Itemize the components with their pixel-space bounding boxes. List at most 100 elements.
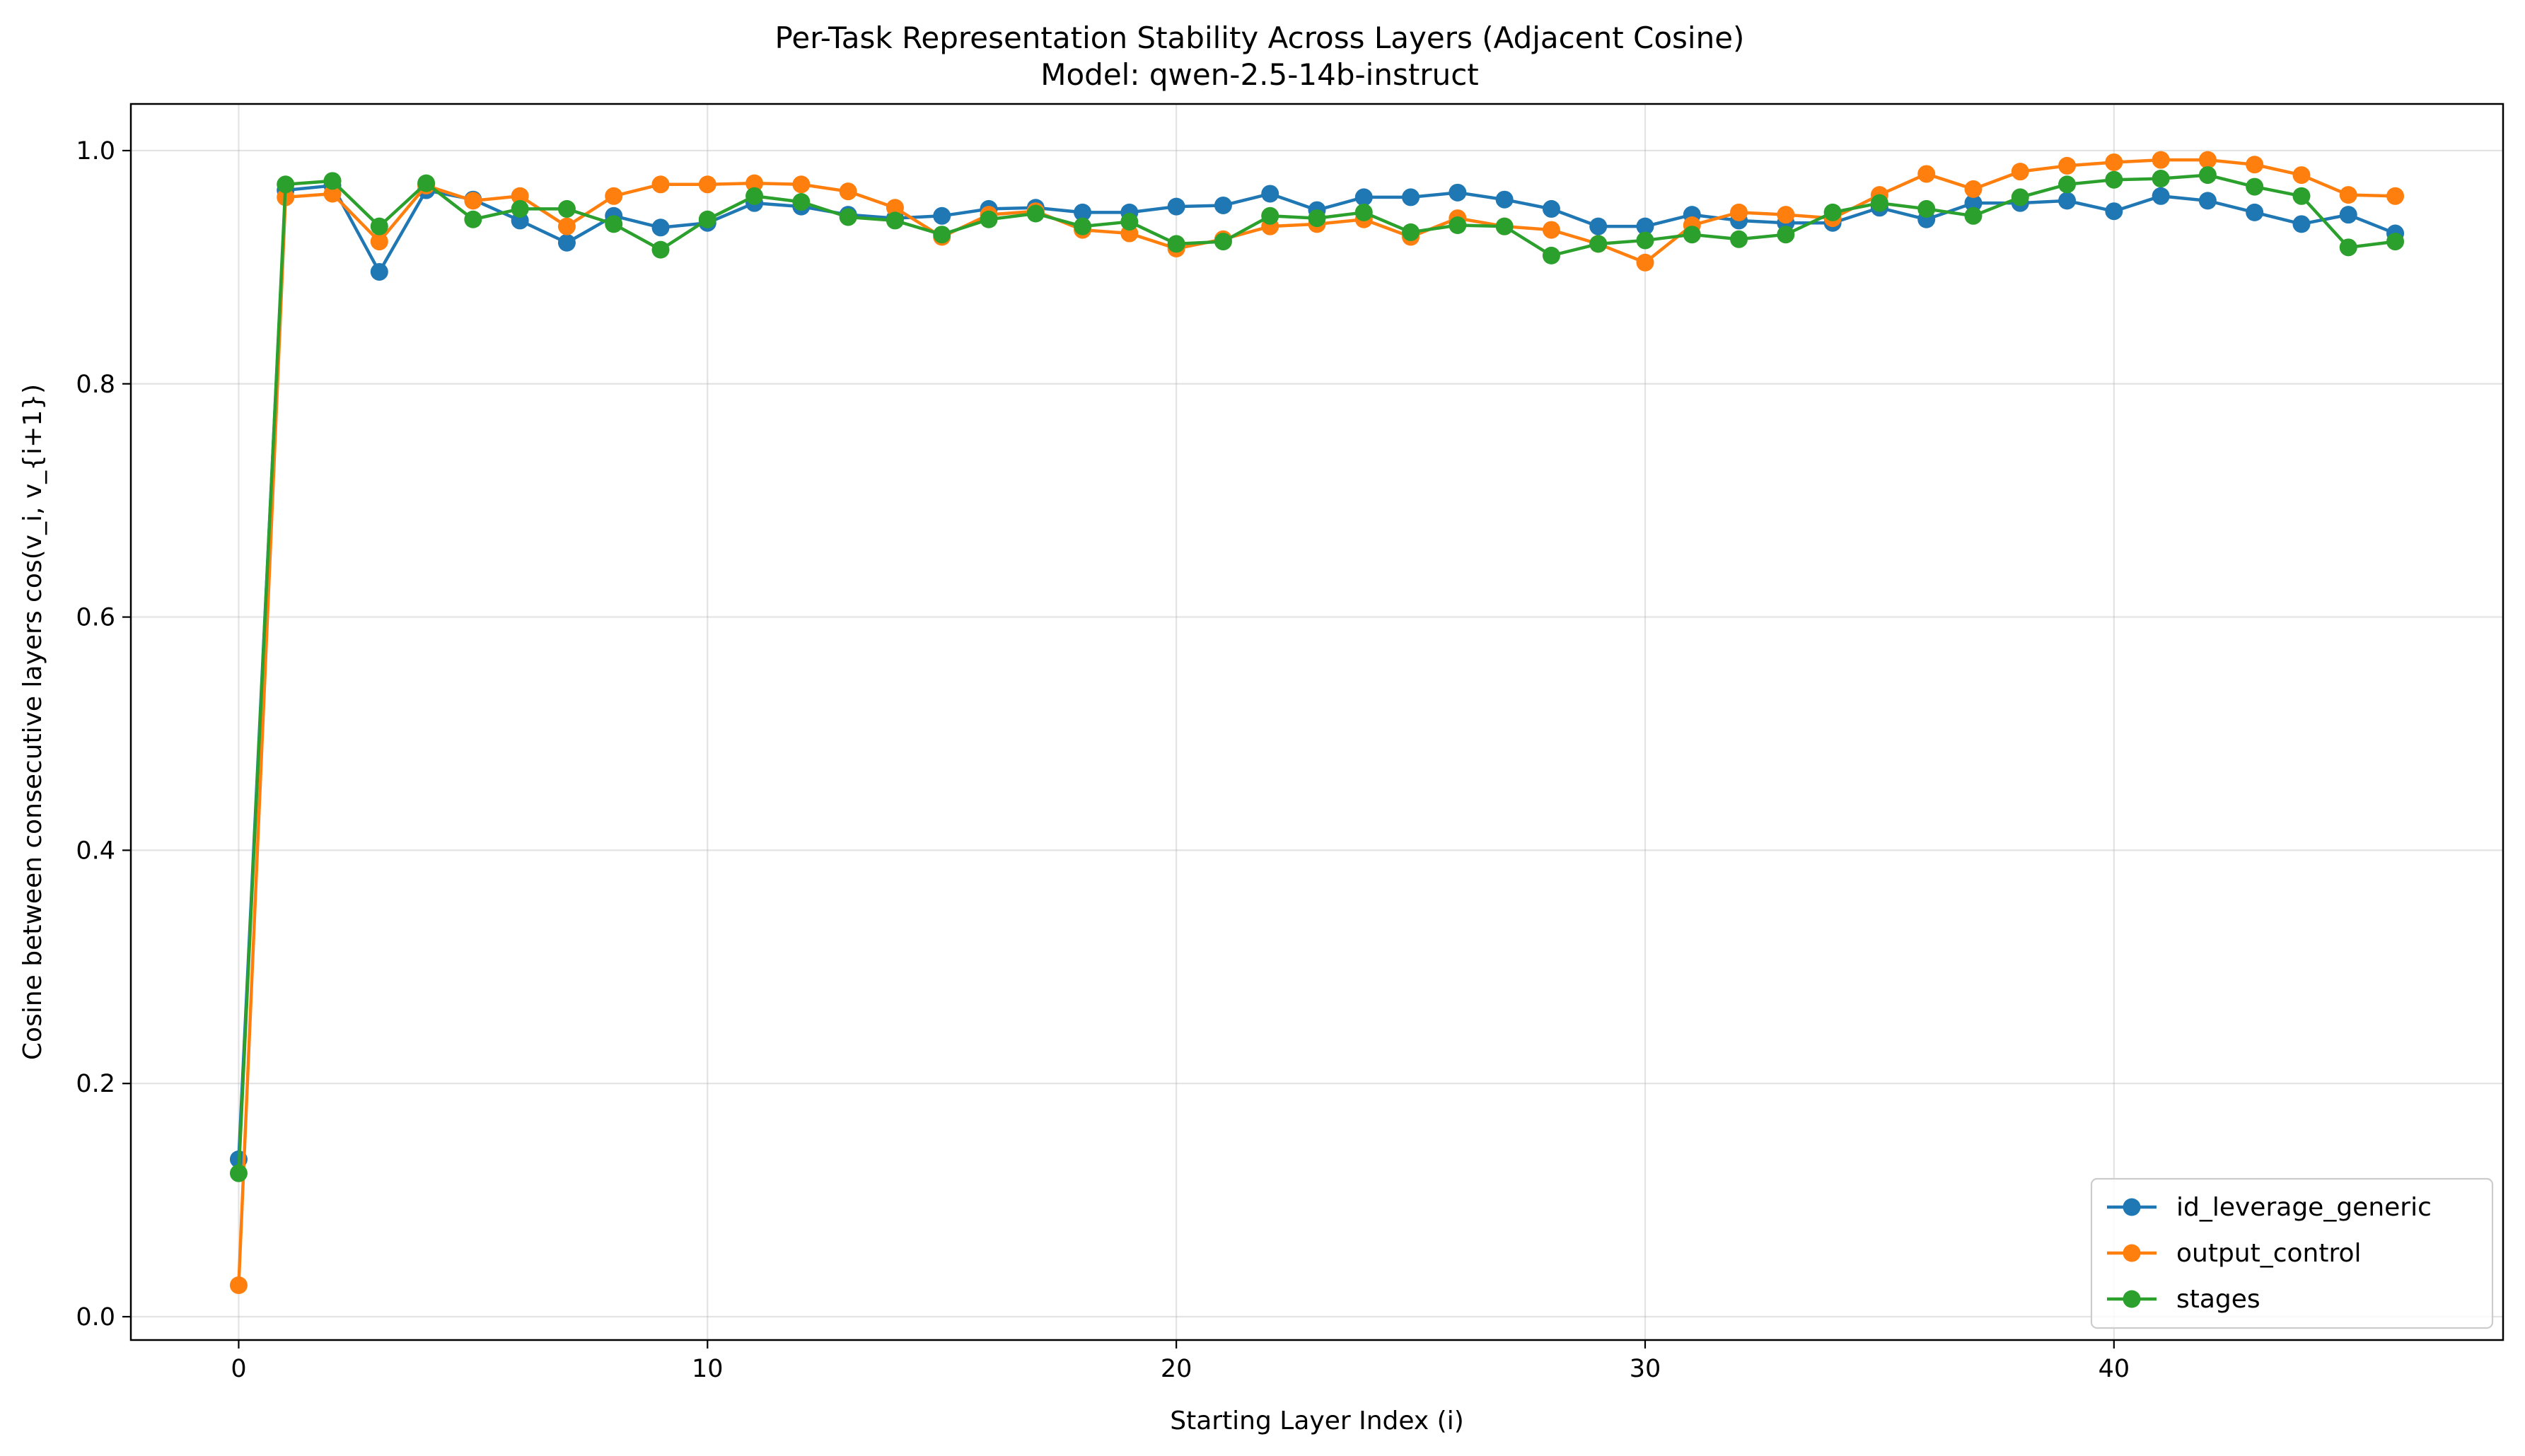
data-point [651,175,670,194]
data-point [1964,194,1983,212]
data-point [2339,238,2357,257]
data-point [370,262,388,281]
data-point [2198,192,2217,210]
data-point [464,192,482,210]
data-point [933,226,951,244]
y-tick-label: 0.0 [76,1303,115,1332]
data-point [2339,206,2357,224]
data-point [1402,223,1420,241]
data-point [2246,203,2264,221]
legend-box [2090,1177,2494,1329]
legend-label: id_leverage_generic [2176,1193,2432,1222]
data-point [1730,203,1748,221]
data-point [229,1276,248,1294]
data-point [1167,235,1185,253]
y-tick-label: 1.0 [76,137,115,165]
data-point [511,187,529,205]
x-tick-label: 0 [231,1355,246,1383]
data-point [1261,206,1279,225]
data-point [2198,166,2217,185]
data-point [1214,233,1232,251]
data-point [933,206,951,225]
data-point [2105,170,2123,189]
series-stages [229,166,2405,1182]
data-point [1120,213,1139,231]
data-point [2105,153,2123,171]
data-point [464,210,482,228]
data-point [2105,202,2123,221]
chart-subtitle: Model: qwen-2.5-14b-instruct [1040,57,1479,92]
legend-label: stages [2176,1285,2260,1314]
data-point [2152,187,2170,205]
data-point [1589,217,1608,235]
data-point [1542,199,1560,218]
data-point [1354,188,1373,206]
data-point [2386,233,2405,251]
series-line [237,184,2396,1160]
x-tick-label: 30 [1630,1355,1661,1383]
data-point [2058,156,2077,175]
legend-label: output_control [2176,1239,2362,1268]
data-point [323,185,342,203]
x-tick-label: 20 [1161,1355,1192,1383]
data-point [1026,204,1045,223]
data-point [605,215,623,233]
data-point [651,240,670,259]
data-point [1730,230,1748,248]
series-id_leverage_generic [229,176,2405,1168]
data-point [1964,206,1983,225]
data-point [886,199,904,217]
legend-item: id_leverage_generic [2107,1193,2432,1222]
data-point [557,199,576,218]
data-point [980,210,998,228]
data-point [1167,197,1185,216]
y-tick-label: 0.8 [76,371,115,399]
data-point [1495,217,1514,235]
data-point [605,187,623,205]
axis-ticks: 0 10 20 30 40 0.0 0.2 0.4 0.6 0.8 1.0 [76,137,2130,1383]
y-axis-label: Cosine between consecutive layers cos(v_… [18,384,47,1060]
data-point [1683,226,1701,244]
data-point [2011,163,2029,181]
data-point [2058,175,2077,194]
data-point [1074,203,1092,221]
y-tick-label: 0.4 [76,837,115,865]
data-point [2152,170,2170,188]
series-output_control [229,151,2405,1294]
legend-marker [2123,1198,2141,1216]
data-point [1074,217,1092,235]
data-point [417,174,436,192]
data-point [2058,192,2077,210]
data-point [1636,231,1654,250]
data-point [370,233,388,251]
data-point [745,174,764,192]
data-point [839,182,857,201]
data-point [698,175,716,194]
x-axis-label: Starting Layer Index (i) [1170,1407,1464,1435]
data-point [1214,196,1232,214]
data-point [1589,235,1608,253]
data-point [1777,206,1795,224]
data-point [1964,180,1983,198]
data-point [2339,186,2357,204]
data-point [2292,215,2311,233]
data-point [2198,151,2217,169]
data-point [511,199,529,218]
data-point [2152,151,2170,169]
chart-title: Per-Task Representation Stability Across… [775,21,1745,55]
data-point [2246,177,2264,196]
data-point [1636,253,1654,272]
legend-marker [2123,1290,2141,1308]
x-tick-label: 10 [692,1355,724,1383]
grid-lines [131,104,2503,1340]
legend-marker [2123,1244,2141,1262]
data-point [745,187,764,205]
legend-item: stages [2107,1285,2260,1314]
plot-frame [129,103,2504,1341]
legend-item: output_control [2107,1239,2362,1268]
data-point [1777,226,1795,244]
data-point [2292,187,2311,205]
data-point [1870,194,1888,212]
